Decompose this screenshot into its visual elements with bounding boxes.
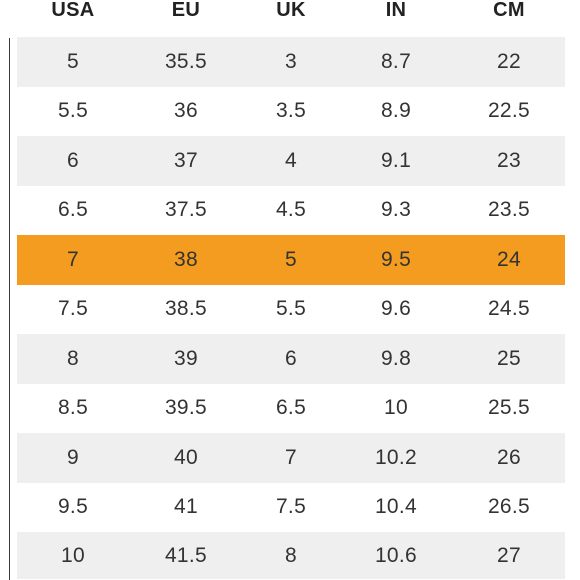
cell-cm: 26.5 (487, 495, 531, 519)
header-uk: UK (276, 0, 306, 21)
cell-cm: 23.5 (487, 198, 531, 222)
table-header-row: USA EU UK IN CM (17, 0, 565, 37)
table-row-highlighted: 7 38 5 9.5 24 (17, 235, 565, 285)
cell-uk: 5 (285, 247, 297, 271)
cell-uk: 4.5 (275, 198, 307, 222)
cell-cm: 24.5 (487, 297, 531, 321)
cell-usa: 7.5 (57, 297, 89, 321)
cell-uk: 4 (285, 148, 297, 172)
cell-in: 9.8 (380, 346, 412, 370)
cell-in: 10 (384, 396, 408, 420)
cell-usa: 10 (61, 543, 85, 567)
cell-in: 8.9 (380, 99, 412, 123)
table-row: 6.5 37.5 4.5 9.3 23.5 (17, 185, 565, 235)
cell-usa: 5 (67, 49, 79, 73)
cell-eu: 40 (174, 445, 198, 469)
cell-eu: 37.5 (164, 198, 208, 222)
cell-usa: 6 (67, 148, 79, 172)
cell-uk: 6.5 (275, 396, 307, 420)
cell-usa: 5.5 (57, 99, 89, 123)
table-row: 10 41.5 8 10.6 27 (17, 532, 565, 579)
cell-uk: 3.5 (275, 99, 307, 123)
left-border-line (9, 38, 10, 580)
cell-usa: 6.5 (57, 198, 89, 222)
cell-uk: 7 (285, 445, 297, 469)
cell-cm: 23 (497, 148, 521, 172)
cell-uk: 8 (285, 543, 297, 567)
cell-cm: 25.5 (487, 396, 531, 420)
header-in: IN (385, 0, 407, 21)
cell-in: 8.7 (380, 49, 412, 73)
table-row: 6 37 4 9.1 23 (17, 136, 565, 186)
cell-cm: 27 (497, 543, 521, 567)
cell-uk: 7.5 (275, 495, 307, 519)
size-conversion-table: USA EU UK IN CM 5 35.5 3 8.7 22 5.5 36 3… (17, 0, 565, 579)
cell-eu: 41.5 (164, 543, 208, 567)
cell-in: 9.3 (380, 198, 412, 222)
cell-usa: 7 (67, 247, 79, 271)
cell-eu: 35.5 (164, 49, 208, 73)
table-row: 9.5 41 7.5 10.4 26.5 (17, 482, 565, 532)
table-row: 9 40 7 10.2 26 (17, 433, 565, 483)
cell-in: 9.1 (380, 148, 412, 172)
table-row: 5.5 36 3.5 8.9 22.5 (17, 86, 565, 136)
cell-cm: 22.5 (487, 99, 531, 123)
cell-in: 9.5 (380, 247, 412, 271)
cell-eu: 38.5 (164, 297, 208, 321)
cell-in: 10.4 (374, 495, 418, 519)
table-row: 8.5 39.5 6.5 10 25.5 (17, 383, 565, 433)
header-cm: CM (493, 0, 525, 21)
cell-uk: 5.5 (275, 297, 307, 321)
cell-cm: 24 (497, 247, 521, 271)
cell-in: 10.6 (374, 543, 418, 567)
header-usa: USA (51, 0, 95, 21)
cell-uk: 6 (285, 346, 297, 370)
table-row: 7.5 38.5 5.5 9.6 24.5 (17, 284, 565, 334)
cell-eu: 41 (174, 495, 198, 519)
cell-cm: 22 (497, 49, 521, 73)
cell-cm: 25 (497, 346, 521, 370)
table-row: 8 39 6 9.8 25 (17, 334, 565, 384)
cell-uk: 3 (285, 49, 297, 73)
header-eu: EU (171, 0, 201, 21)
table-row: 5 35.5 3 8.7 22 (17, 37, 565, 87)
cell-in: 10.2 (374, 445, 418, 469)
cell-eu: 39.5 (164, 396, 208, 420)
cell-in: 9.6 (380, 297, 412, 321)
cell-eu: 37 (174, 148, 198, 172)
cell-usa: 8 (67, 346, 79, 370)
cell-usa: 8.5 (57, 396, 89, 420)
cell-eu: 36 (174, 99, 198, 123)
cell-eu: 38 (174, 247, 198, 271)
cell-usa: 9.5 (57, 495, 89, 519)
cell-cm: 26 (497, 445, 521, 469)
cell-usa: 9 (67, 445, 79, 469)
cell-eu: 39 (174, 346, 198, 370)
